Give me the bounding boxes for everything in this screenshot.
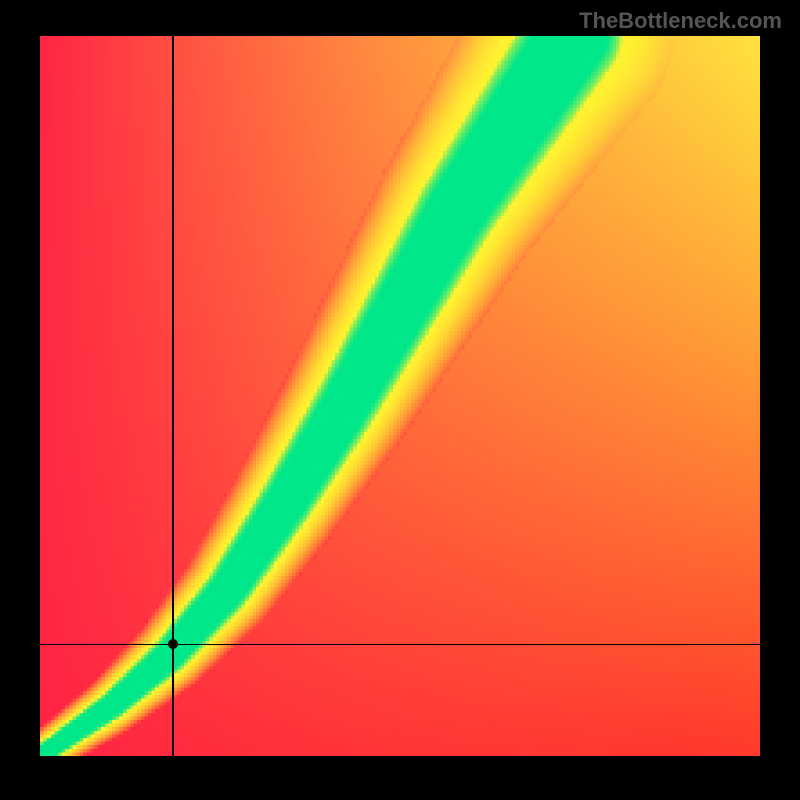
watermark-text: TheBottleneck.com — [579, 8, 782, 34]
heatmap-canvas — [40, 36, 760, 756]
chart-container: TheBottleneck.com — [0, 0, 800, 800]
crosshair-horizontal-line — [40, 644, 760, 646]
heatmap-plot-area — [40, 36, 760, 756]
